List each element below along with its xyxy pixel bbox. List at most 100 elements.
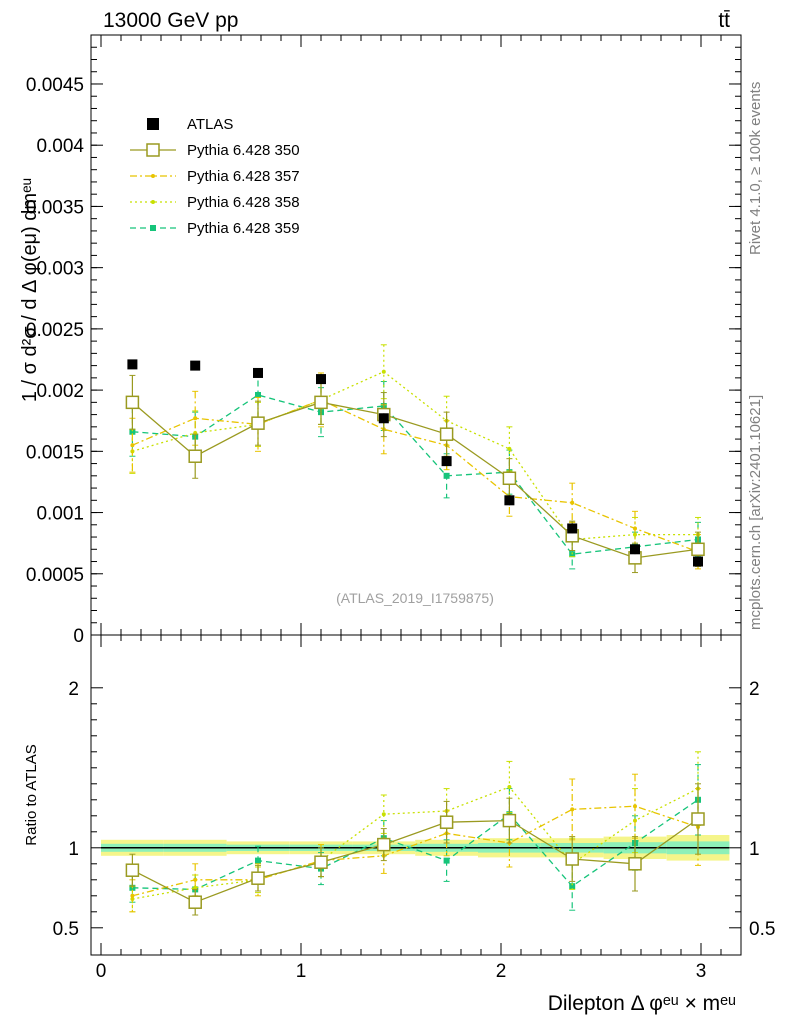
main-y-axis-label: 1 / σ d²σ / d Δ φ(eμ) dmᵉᵘ	[19, 178, 41, 402]
main-point-p359	[255, 392, 261, 398]
ratio-point-p350	[314, 855, 328, 869]
main-point-p358	[381, 369, 386, 374]
ratio-line-p359	[132, 799, 699, 891]
main-point-p358	[633, 532, 637, 537]
main-ytick-label: 0.001	[36, 504, 84, 525]
main-point-p350	[188, 449, 202, 463]
main-point-p359	[443, 472, 450, 479]
main-point-p350	[502, 471, 517, 486]
legend-label-p350: Pythia 6.428 350	[187, 142, 300, 159]
x-axis-label: Dilepton Δ φᵉᵘ × mᵉᵘ	[548, 992, 736, 1015]
x-tick-label: 1	[296, 961, 307, 982]
atlas-point	[693, 556, 703, 567]
atlas-point	[504, 495, 515, 506]
main-axis-ticks: 0 0.0005 0.001 0.0015 0.002 0.0025 0.003 0.0035…	[26, 46, 741, 647]
ratio-point-p350	[628, 857, 642, 871]
ratio-point-p350	[251, 871, 265, 885]
legend-label-ATLAS: ATLAS	[187, 116, 233, 133]
ratio-ytick-label: 2	[68, 679, 79, 700]
ratio-line-p358	[132, 786, 699, 900]
atlas-point	[567, 523, 578, 534]
main-ytick-label: 0	[73, 626, 84, 647]
main-panel: 0 0.0005 0.001 0.0015 0.002 0.0025 0.003 0.0035…	[26, 34, 742, 647]
legend-label-p357: Pythia 6.428 357	[187, 168, 300, 185]
legend: ATLAS Pythia 6.428 350 Pythia 6.428 357 Pyt…	[130, 116, 300, 237]
main-ytick-label: 0.0005	[26, 565, 84, 586]
legend-marker-atlas	[147, 118, 159, 130]
main-point-p357	[570, 500, 575, 505]
mcplots-source-label: mcplots.cern.ch [arXiv:2401.10621]	[747, 395, 764, 630]
legend-marker-p359	[150, 225, 156, 231]
ratio-point-p357	[570, 807, 575, 812]
ratio-panel: 0.5 0.5 1 1 2 2	[53, 634, 776, 956]
ratio-point-p357	[193, 877, 198, 882]
x-tick-label: 0	[96, 961, 107, 982]
x-tick-label: 3	[696, 961, 707, 982]
ratio-point-p350	[502, 813, 517, 828]
ratio-line-p357	[132, 805, 699, 897]
ratio-point-p357	[130, 893, 135, 898]
ratio-ytick-label: 1	[68, 839, 79, 860]
ratio-point-p350	[188, 895, 202, 909]
atlas-point	[127, 359, 138, 370]
main-ytick-label: 0.003	[36, 259, 84, 280]
ratio-ytick-label-right: 0.5	[749, 919, 775, 940]
main-ytick-label: 0.0035	[26, 197, 84, 218]
main-point-p350	[125, 395, 140, 410]
main-point-p350	[691, 542, 705, 557]
atlas-point	[316, 374, 326, 385]
atlas-point	[190, 360, 201, 371]
main-line-p358	[132, 370, 698, 541]
ratio-point-p359	[569, 883, 576, 890]
legend-label-p358: Pythia 6.428 358	[187, 194, 300, 211]
ratio-point-p350	[377, 837, 391, 852]
main-point-p357	[633, 526, 637, 531]
main-point-p350	[439, 427, 454, 441]
main-ytick-label: 0.0045	[26, 75, 84, 96]
rivet-version-label: Rivet 4.1.0, ≥ 100k events	[747, 82, 764, 255]
ratio-ytick-label-right: 1	[749, 839, 760, 860]
ratio-point-p357	[633, 804, 637, 809]
ratio-point-p359	[255, 857, 261, 864]
main-ytick-label: 0.002	[36, 381, 84, 402]
analysis-id-watermark: (ATLAS_2019_I1759875)	[336, 590, 494, 606]
ratio-point-p350	[439, 815, 454, 829]
legend-marker-p357	[151, 174, 155, 178]
main-point-p357	[130, 443, 135, 448]
x-axis-ticks: 0 1 2 3	[96, 35, 722, 982]
legend-marker-p350	[146, 143, 160, 157]
ratio-line-p350	[132, 818, 699, 903]
ratio-point-p350	[691, 812, 705, 826]
main-point-p358	[507, 446, 512, 451]
atlas-point	[630, 544, 640, 555]
ratio-point-p358	[193, 885, 198, 890]
ratio-frame	[90, 634, 742, 956]
ratio-axis-ticks: 0.5 0.5 1 1 2 2	[53, 679, 776, 940]
ratio-y-axis-label: Ratio to ATLAS	[23, 744, 40, 845]
main-point-p350	[251, 416, 265, 430]
ratio-point-p359	[443, 857, 450, 864]
ratio-point-p350	[125, 863, 140, 877]
beam-energy-label: 13000 GeV pp	[103, 9, 238, 32]
process-label: tt̄	[718, 9, 730, 32]
ratio-point-p358	[381, 812, 386, 817]
atlas-point	[253, 367, 263, 378]
main-ytick-label: 0.0015	[26, 442, 84, 463]
main-ytick-label: 0.004	[36, 136, 84, 157]
legend-label-p359: Pythia 6.428 359	[187, 220, 300, 237]
main-plot-content	[125, 344, 705, 574]
main-point-p350	[314, 395, 328, 410]
atlas-point	[378, 413, 389, 424]
ratio-plot-content	[101, 751, 730, 916]
main-line-p350	[131, 401, 699, 559]
ratio-ytick-label: 0.5	[53, 919, 79, 940]
main-line-p359	[132, 394, 699, 555]
ratio-point-p350	[565, 852, 579, 866]
ratio-point-p358	[507, 785, 512, 789]
legend-marker-p358	[151, 200, 155, 204]
main-line-p357	[132, 399, 699, 553]
atlas-point	[441, 456, 452, 467]
ratio-ytick-label-right: 2	[749, 679, 760, 700]
main-point-p359	[129, 428, 136, 435]
